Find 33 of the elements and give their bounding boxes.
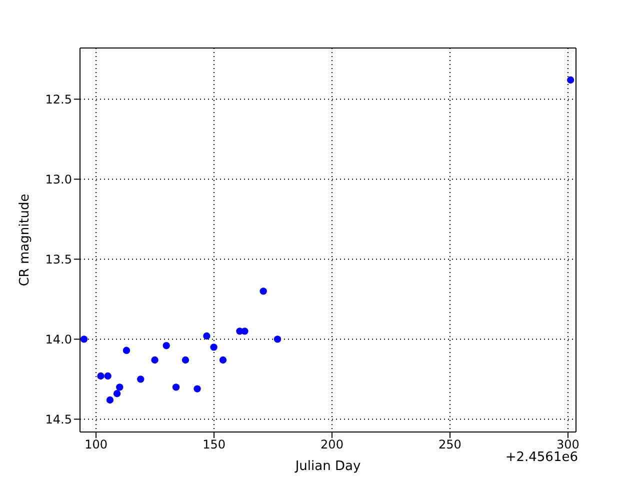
point [274,336,282,343]
point [137,376,144,383]
point [106,396,114,404]
point [104,372,112,380]
point [80,336,88,343]
point [203,332,210,340]
y-tick-label: 13.5 [45,252,72,266]
point [260,288,267,295]
x-tick-label: 100 [84,438,108,452]
point [194,385,201,392]
point [97,372,104,380]
y-tick-label: 14.5 [45,412,72,426]
point [151,356,158,364]
point [113,390,121,398]
point [116,384,124,391]
y-axis-title: CR magnitude [18,194,33,286]
point [122,346,130,354]
x-tick-label: 300 [556,438,580,452]
y-tick-label: 14.0 [45,332,72,346]
point [172,384,180,391]
x-axis-title: Julian Day [294,459,361,474]
point [162,342,170,350]
point [182,356,190,364]
x-tick-label: 150 [202,438,226,452]
y-tick-label: 12.5 [45,92,72,106]
y-tick-label: 13.0 [45,172,72,186]
point [241,328,248,335]
text: +2.4561e6 [505,450,578,465]
point [210,344,218,351]
point [219,356,227,364]
point [566,76,574,84]
x-tick-label: 200 [320,438,344,452]
x-tick-label: 250 [438,438,462,452]
